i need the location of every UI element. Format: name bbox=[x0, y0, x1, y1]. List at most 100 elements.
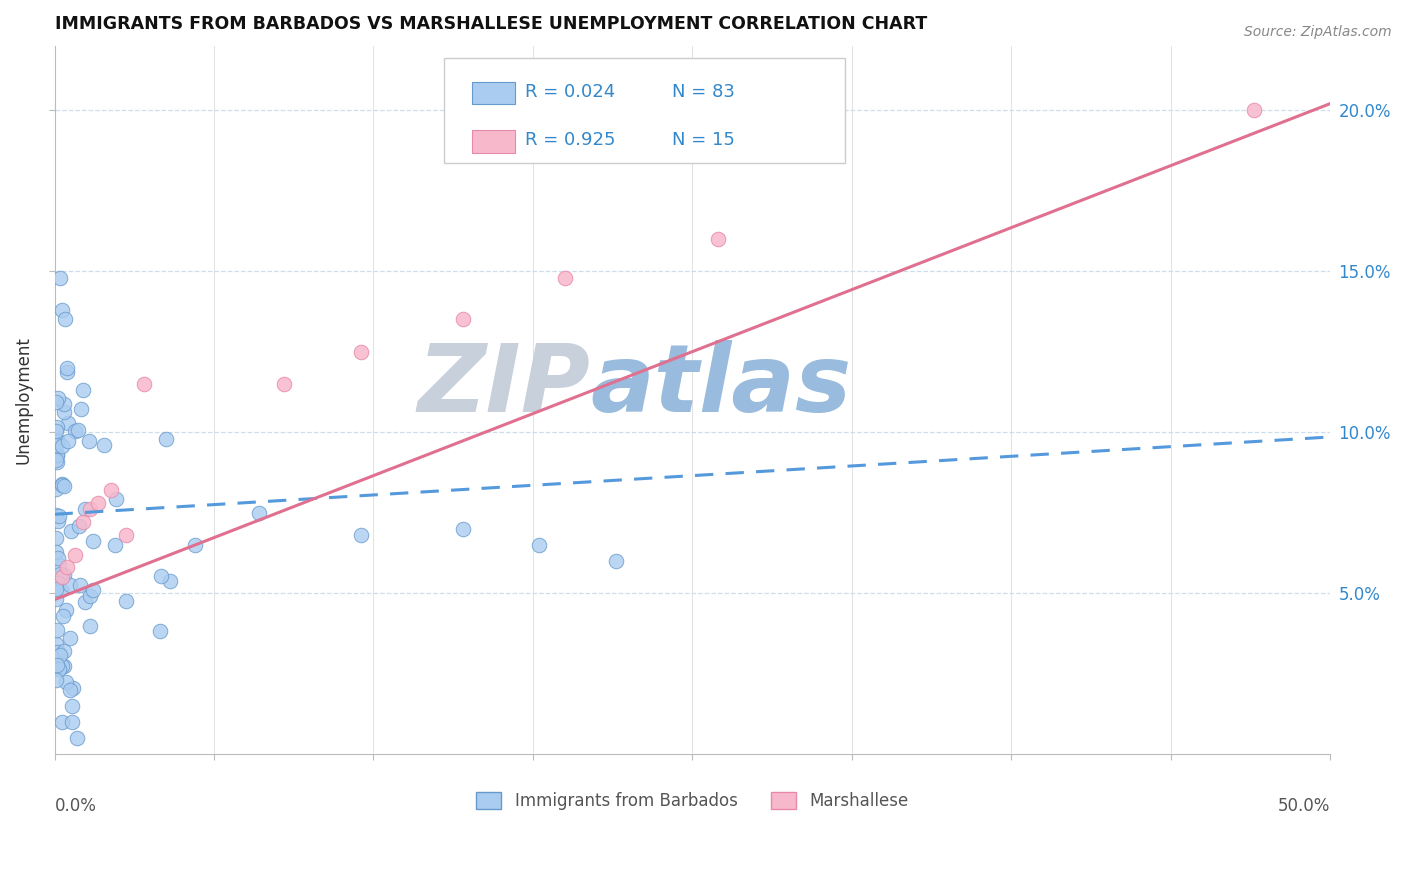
Text: N = 15: N = 15 bbox=[672, 131, 735, 149]
FancyBboxPatch shape bbox=[471, 82, 515, 104]
Point bbox=[63, 548, 86, 562]
Point bbox=[51, 302, 73, 317]
Point bbox=[73, 502, 96, 516]
Point bbox=[451, 312, 474, 326]
Point bbox=[605, 554, 627, 568]
Point bbox=[45, 592, 67, 607]
Point bbox=[77, 434, 100, 449]
Point bbox=[46, 420, 69, 434]
Point bbox=[48, 558, 70, 572]
Point bbox=[48, 662, 70, 676]
Point bbox=[45, 434, 67, 448]
Text: Source: ZipAtlas.com: Source: ZipAtlas.com bbox=[1244, 25, 1392, 39]
Point bbox=[60, 698, 83, 713]
Point bbox=[79, 590, 101, 604]
Point bbox=[51, 478, 73, 492]
Point bbox=[350, 528, 373, 542]
Point bbox=[46, 550, 69, 565]
Point bbox=[51, 714, 73, 729]
FancyBboxPatch shape bbox=[471, 130, 515, 153]
Point bbox=[45, 582, 67, 596]
Point bbox=[132, 376, 155, 391]
Point bbox=[247, 506, 270, 520]
Point bbox=[66, 423, 89, 437]
Point bbox=[79, 619, 101, 633]
Point bbox=[49, 567, 72, 582]
Text: 0.0%: 0.0% bbox=[55, 797, 97, 814]
Point bbox=[59, 682, 82, 697]
Point bbox=[51, 440, 73, 454]
Text: IMMIGRANTS FROM BARBADOS VS MARSHALLESE UNEMPLOYMENT CORRELATION CHART: IMMIGRANTS FROM BARBADOS VS MARSHALLESE … bbox=[55, 15, 927, 33]
Point bbox=[45, 545, 67, 559]
Point bbox=[72, 384, 94, 398]
Point bbox=[45, 623, 67, 637]
Point bbox=[56, 365, 79, 379]
Point bbox=[45, 424, 67, 438]
Text: N = 83: N = 83 bbox=[672, 83, 735, 101]
Point bbox=[45, 673, 67, 687]
Point bbox=[1243, 103, 1265, 117]
Text: R = 0.925: R = 0.925 bbox=[526, 131, 616, 149]
Point bbox=[100, 483, 122, 497]
Text: R = 0.024: R = 0.024 bbox=[526, 83, 616, 101]
Point bbox=[46, 576, 69, 591]
Text: ZIP: ZIP bbox=[418, 340, 591, 432]
Text: 50.0%: 50.0% bbox=[1278, 797, 1330, 814]
Point bbox=[66, 731, 89, 745]
Point bbox=[51, 659, 73, 673]
Point bbox=[82, 582, 104, 597]
Point bbox=[56, 560, 79, 574]
Point bbox=[115, 594, 138, 608]
Point bbox=[45, 482, 67, 496]
Point bbox=[55, 674, 77, 689]
Point bbox=[79, 502, 101, 516]
Point bbox=[46, 434, 69, 449]
Point bbox=[56, 416, 79, 430]
Point bbox=[115, 528, 138, 542]
Point bbox=[45, 455, 67, 469]
Point bbox=[45, 637, 67, 651]
Point bbox=[63, 425, 86, 439]
Point bbox=[149, 624, 172, 638]
Point bbox=[56, 360, 79, 375]
Point bbox=[48, 509, 70, 524]
FancyBboxPatch shape bbox=[444, 58, 845, 162]
Point bbox=[46, 391, 69, 405]
Y-axis label: Unemployment: Unemployment bbox=[15, 336, 32, 464]
Legend: Immigrants from Barbados, Marshallese: Immigrants from Barbados, Marshallese bbox=[470, 785, 915, 817]
Point bbox=[155, 432, 177, 446]
Point bbox=[451, 522, 474, 536]
Point bbox=[51, 477, 73, 491]
Point bbox=[87, 496, 110, 510]
Point bbox=[52, 397, 75, 411]
Point bbox=[69, 402, 91, 417]
Point bbox=[59, 631, 82, 645]
Point bbox=[60, 524, 83, 538]
Point bbox=[150, 568, 173, 582]
Point bbox=[45, 448, 67, 462]
Point bbox=[46, 645, 69, 659]
Point bbox=[49, 582, 72, 597]
Point bbox=[45, 448, 67, 462]
Point bbox=[45, 531, 67, 545]
Point bbox=[350, 344, 373, 359]
Point bbox=[45, 395, 67, 409]
Point bbox=[62, 681, 84, 695]
Point bbox=[59, 578, 82, 592]
Point bbox=[45, 453, 67, 467]
Point bbox=[53, 644, 76, 658]
Point bbox=[93, 438, 115, 452]
Point bbox=[69, 578, 91, 592]
Text: atlas: atlas bbox=[591, 340, 852, 432]
Point bbox=[707, 232, 730, 246]
Point bbox=[105, 492, 128, 507]
Point bbox=[72, 516, 94, 530]
Point bbox=[55, 602, 77, 616]
Point bbox=[53, 405, 76, 419]
Point bbox=[184, 538, 207, 552]
Point bbox=[60, 714, 83, 729]
Point bbox=[56, 434, 79, 448]
Point bbox=[49, 648, 72, 662]
Point bbox=[82, 533, 104, 548]
Point bbox=[273, 376, 295, 391]
